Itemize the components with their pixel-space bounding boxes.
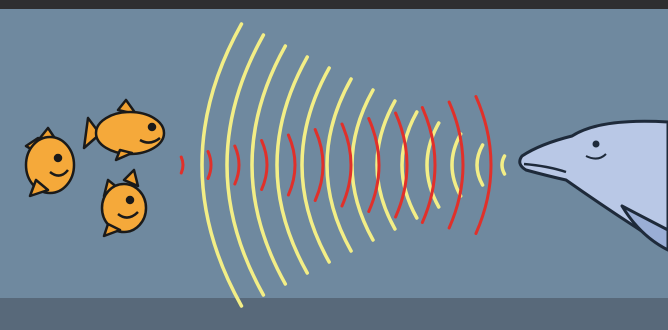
top-bar: [0, 0, 668, 9]
sonar-wave: [500, 154, 507, 176]
sea-floor: [0, 298, 668, 330]
fish: [100, 168, 148, 238]
sonar-wave: [233, 144, 241, 186]
sonar-wave: [447, 100, 465, 230]
sonar-wave: [474, 95, 493, 235]
sonar-wave: [286, 133, 297, 197]
sonar-wave: [420, 106, 437, 224]
sonar-wave: [250, 44, 288, 286]
sonar-wave: [340, 122, 353, 208]
sonar-wave: [450, 132, 463, 198]
fish: [82, 98, 166, 162]
sonar-wave: [275, 55, 309, 275]
fish: [24, 126, 76, 198]
sonar-wave: [400, 110, 419, 220]
sonar-wave: [260, 139, 269, 191]
sonar-waves: [179, 22, 507, 308]
sonar-wave: [225, 33, 266, 297]
sonar-wave: [367, 117, 381, 213]
sonar-wave: [475, 143, 485, 187]
sonar-wave: [375, 99, 397, 231]
sonar-wave: [425, 121, 441, 209]
sonar-wave: [200, 22, 244, 308]
sonar-wave: [394, 111, 409, 219]
sonar-wave: [300, 66, 331, 264]
sonar-wave: [179, 155, 185, 175]
dolphin: [518, 119, 668, 252]
sonar-wave: [206, 150, 213, 180]
sonar-wave: [325, 77, 353, 253]
sonar-wave: [313, 128, 325, 202]
